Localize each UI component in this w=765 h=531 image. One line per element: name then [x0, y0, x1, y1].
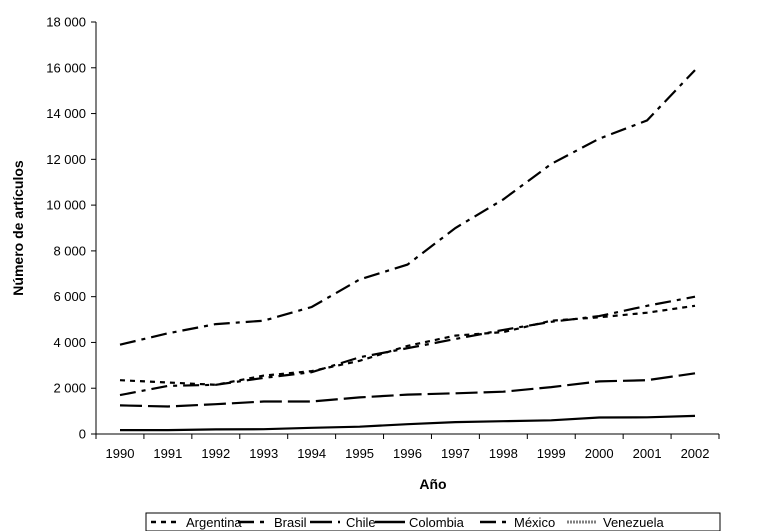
legend-label-m-xico: México [514, 515, 555, 530]
series-line-colombia [120, 414, 696, 432]
x-tick-label: 1991 [153, 446, 182, 461]
legend-label-chile: Chile [346, 515, 376, 530]
x-tick-label: 1994 [297, 446, 326, 461]
series-lines [119, 69, 696, 432]
legend-label-argentina: Argentina [186, 515, 242, 530]
legend-label-colombia: Colombia [409, 515, 465, 530]
y-tick-label: 12 000 [46, 152, 86, 167]
x-ticks: 1990 1991 1992 1993 1994 1995 1996 1997 1998 1999… [95, 434, 720, 461]
y-tick-label: 4 000 [53, 335, 86, 350]
x-tick-label: 1993 [249, 446, 278, 461]
x-tick-label: 1997 [441, 446, 470, 461]
x-tick-label: 1996 [393, 446, 422, 461]
legend-box [145, 512, 721, 531]
y-tick-label: 18 000 [46, 15, 86, 30]
x-tick-label: 1995 [345, 446, 374, 461]
x-tick-label: 1992 [201, 446, 230, 461]
x-axis-label: Año [419, 476, 446, 492]
y-tick-label: 0 [79, 427, 86, 442]
legend-label-venezuela: Venezuela [603, 515, 664, 530]
x-tick-label: 2001 [633, 446, 662, 461]
x-tick-label: 1998 [489, 446, 518, 461]
x-tick-label: 1999 [537, 446, 566, 461]
series-line-chile [119, 372, 696, 408]
x-tick-label: 2002 [681, 446, 710, 461]
axes [95, 22, 719, 435]
series-line-argentina [119, 304, 696, 386]
x-tick-label: 2000 [585, 446, 614, 461]
y-tick-label: 8 000 [53, 243, 86, 258]
series-line-m-xico [119, 295, 696, 397]
legend: Argentina Brasil Chile Colombia México Venezu… [145, 512, 721, 531]
y-tick-label: 16 000 [46, 60, 86, 75]
y-ticks: 0 2 000 4 000 6 000 8 000 10 000 12 000 14 000 1… [46, 15, 96, 442]
legend-label-brasil: Brasil [274, 515, 307, 530]
series-line-brasil [119, 69, 696, 346]
x-tick-label: 1990 [106, 446, 135, 461]
y-tick-label: 6 000 [53, 289, 86, 304]
y-axis-label: Número de artículos [10, 160, 26, 296]
y-tick-label: 10 000 [46, 198, 86, 213]
y-tick-label: 14 000 [46, 106, 86, 121]
y-tick-label: 2 000 [53, 381, 86, 396]
